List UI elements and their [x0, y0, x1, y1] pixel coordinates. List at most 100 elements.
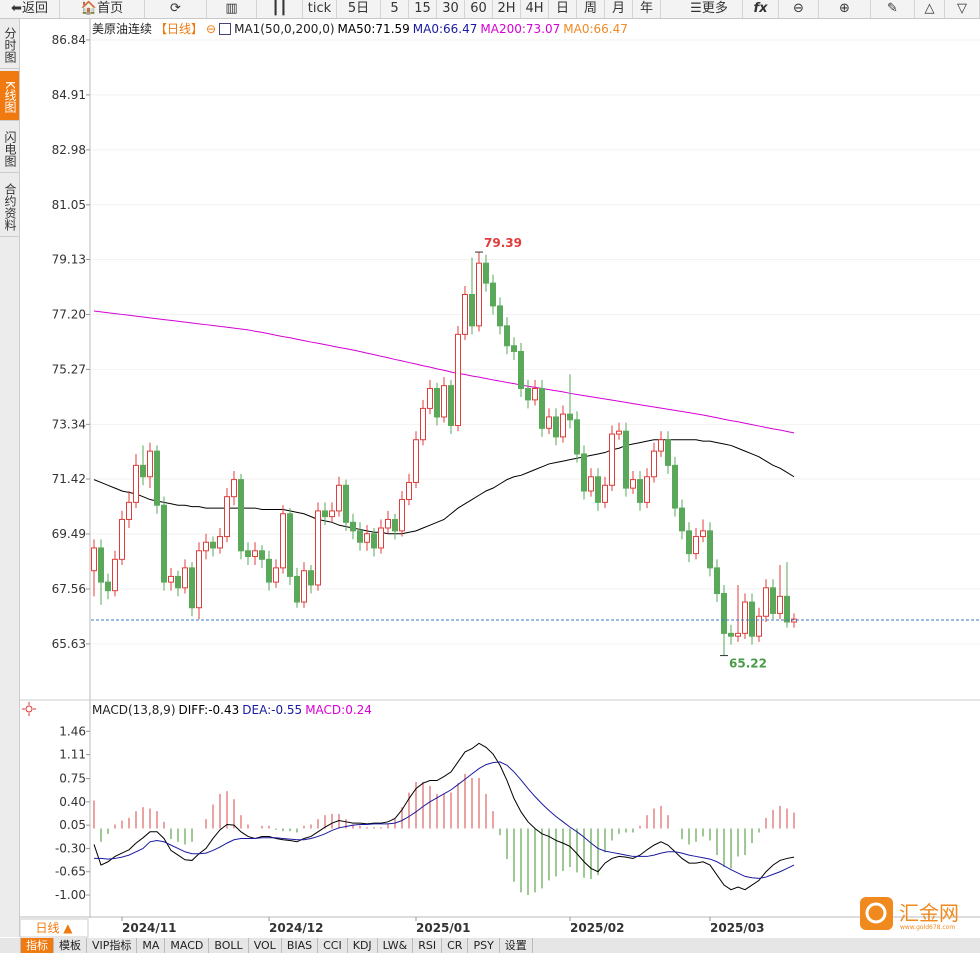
period-label[interactable]: 日线 ▲: [35, 921, 73, 935]
logo-mark: [865, 902, 887, 924]
more-button[interactable]: ☰更多: [676, 0, 743, 18]
back-button[interactable]: ⬅返回: [0, 0, 60, 18]
candle-body: [735, 632, 741, 637]
period-button[interactable]: tick: [303, 0, 337, 18]
candle-body: [147, 450, 153, 478]
candle-body: [637, 479, 643, 503]
candle-body: [567, 413, 573, 421]
candle-body: [693, 536, 699, 555]
indicator-tab[interactable]: RSI: [413, 938, 443, 953]
candle-button[interactable]: ┃┃: [257, 0, 303, 18]
zoom-out-button[interactable]: ⊖: [779, 0, 819, 18]
indicator-tab[interactable]: 指标: [21, 938, 54, 953]
settings-icon[interactable]: ⊖: [206, 21, 217, 36]
indicator-tab[interactable]: BIAS: [282, 938, 319, 953]
logo-url: www.gold678.com: [900, 924, 955, 931]
candle-body: [721, 592, 727, 634]
toolbar: ⬅返回 🏠首页 ⟳ ▥ ┃┃ tick 5日 5 15 30 60 2H 4H 日周月年 ☰更多…: [0, 0, 980, 19]
candle-body: [539, 387, 545, 429]
indicator-line: [93, 310, 795, 434]
indicator-tab[interactable]: BOLL: [209, 938, 249, 953]
indicator-tab[interactable]: LW&: [378, 938, 414, 953]
y-tick-label: 86.84: [52, 33, 86, 47]
draw-button[interactable]: ✎: [871, 0, 915, 18]
zoom-in-button[interactable]: ⊕: [819, 0, 871, 18]
candle-body: [315, 510, 321, 586]
candle-body: [399, 499, 405, 532]
candle-body: [119, 518, 125, 560]
indicator-line: [93, 742, 795, 891]
indicator-tab[interactable]: KDJ: [348, 938, 378, 953]
period-button[interactable]: 年: [633, 0, 661, 18]
candle-body: [238, 479, 244, 552]
period-button[interactable]: 30: [437, 0, 465, 18]
sidebar-tab[interactable]: 分时图: [0, 19, 19, 69]
candle-body: [245, 550, 251, 557]
candle-body: [616, 430, 622, 435]
period-button[interactable]: 5: [381, 0, 409, 18]
candle-body: [511, 345, 517, 352]
period-button[interactable]: 15: [409, 0, 437, 18]
period-button[interactable]: 60: [465, 0, 493, 18]
candle-body: [700, 530, 706, 538]
candle-body: [203, 541, 209, 552]
candle-body: [126, 501, 132, 520]
indicator-tab[interactable]: PSY: [468, 938, 500, 953]
candle-body: [427, 387, 433, 409]
period-button[interactable]: 5日: [337, 0, 381, 18]
indicator-tab[interactable]: VOL: [249, 938, 282, 953]
y-tick-label: 0.75: [59, 772, 86, 786]
period-box[interactable]: [19, 918, 89, 938]
candle-body: [273, 567, 279, 583]
candle-body: [518, 350, 524, 389]
y-tick-label: 69.49: [52, 527, 86, 541]
up-button[interactable]: △: [915, 0, 945, 18]
legend-entry: MA0:66.47: [412, 21, 478, 36]
sidebar-tab[interactable]: K线图: [0, 71, 19, 121]
chart-type-button[interactable]: ▥: [207, 0, 257, 18]
indicator-tab[interactable]: CCI: [318, 938, 348, 953]
candle-body: [294, 575, 300, 603]
sidebar-tab[interactable]: 合约资料: [0, 175, 19, 237]
candle-body: [364, 533, 370, 543]
price-legend: 美原油连续 【日线】 ⊖ MA1(50,0,200,0) MA50:71.59 M…: [92, 20, 628, 37]
macd-icon: [22, 702, 36, 716]
candle-body: [385, 518, 391, 529]
y-tick-label: 67.56: [52, 582, 86, 596]
legend-entry: MA200:73.07: [480, 21, 561, 36]
home-label[interactable]: 首页: [97, 1, 124, 16]
y-tick-label: -0.30: [55, 841, 86, 855]
logo-name: 汇金网: [899, 901, 959, 925]
indicator-tab[interactable]: MACD: [165, 938, 210, 953]
sidebar-tab[interactable]: 闪电图: [0, 123, 19, 173]
y-tick-label: -1.00: [55, 888, 86, 902]
indicator-tab[interactable]: CR: [442, 938, 469, 953]
y-tick-label: 1.11: [59, 748, 86, 762]
refresh-button[interactable]: ⟳: [145, 0, 207, 18]
max-label: 79.39: [484, 236, 522, 250]
candle-body: [658, 439, 664, 452]
y-tick-label: 65.63: [52, 637, 86, 651]
y-tick-label: 77.20: [52, 307, 86, 321]
more-label[interactable]: 更多: [701, 1, 728, 16]
indicator-tab[interactable]: MA: [137, 938, 166, 953]
candle-body: [336, 484, 342, 512]
period-button[interactable]: 月: [605, 0, 633, 18]
candle-body: [448, 385, 454, 426]
period-button[interactable]: 周: [577, 0, 605, 18]
down-button[interactable]: ▽: [945, 0, 980, 18]
fx-button[interactable]: fx: [743, 0, 779, 18]
candle-body: [406, 481, 412, 501]
indicator-tabs: 指标 模板 VIP指标 MA MACD BOLL VOL BIAS CCI KDJ LW& RSI CR…: [0, 938, 980, 953]
period-button[interactable]: 2H: [493, 0, 521, 18]
home-button[interactable]: 🏠首页: [60, 0, 145, 18]
period-button[interactable]: 日: [549, 0, 577, 18]
candle-body: [231, 479, 237, 498]
indicator-tab[interactable]: 设置: [500, 938, 533, 953]
indicator-icon[interactable]: [219, 22, 232, 35]
indicator-tab[interactable]: VIP指标: [87, 938, 138, 953]
candle-body: [742, 601, 748, 634]
back-label[interactable]: 返回: [21, 1, 48, 16]
indicator-tab[interactable]: 模板: [54, 938, 87, 953]
period-button[interactable]: 4H: [521, 0, 549, 18]
